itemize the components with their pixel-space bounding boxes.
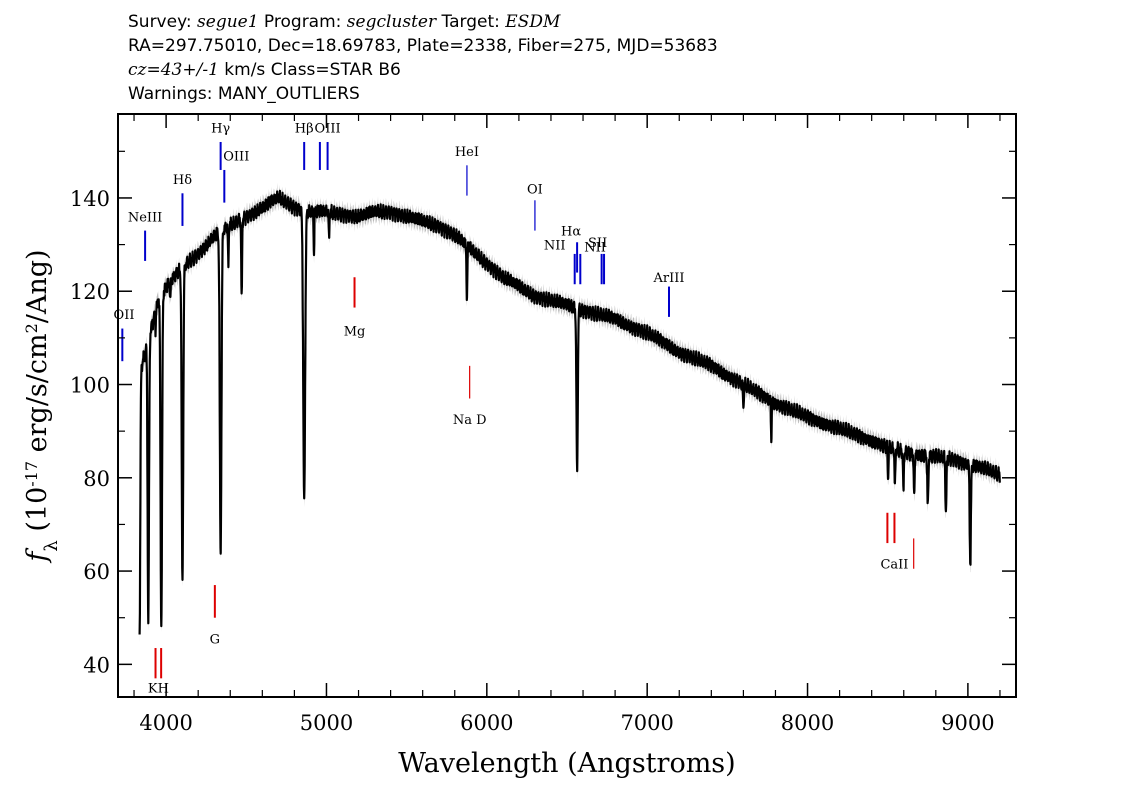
- y-title-sq: 2: [22, 323, 41, 333]
- emission-label-2: Hδ: [173, 173, 192, 188]
- emission-label-8: HeI: [455, 145, 479, 160]
- emission-label-3: Hγ: [211, 122, 230, 137]
- absorption-label-5: Mg: [344, 325, 366, 340]
- redshift-value: cz=43+/-1: [128, 60, 219, 80]
- y-title-end: /Ang): [22, 249, 53, 323]
- y-tick-label-80: 80: [83, 467, 110, 491]
- absorption-label-8: CaII: [880, 558, 908, 573]
- x-tick-label-8000: 8000: [781, 711, 834, 735]
- y-tick-label-120: 120: [70, 280, 110, 304]
- header-line-redshift: cz=43+/-1 km/s Class=STAR B6: [128, 58, 718, 82]
- plot-frame: [117, 113, 1017, 698]
- y-title-sub: λ: [41, 540, 62, 551]
- target-value: ESDM: [505, 12, 561, 32]
- emission-label-4: OIII: [223, 150, 249, 165]
- class-text: km/s Class=STAR B6: [218, 60, 401, 80]
- x-tick-label-4000: 4000: [139, 711, 192, 735]
- y-tick-label-100: 100: [70, 374, 110, 398]
- spectrum-line: [138, 189, 1001, 635]
- y-tick-label-40: 40: [83, 653, 110, 677]
- emission-label-0: OII: [114, 308, 135, 323]
- emission-label-16: ArIII: [652, 271, 684, 286]
- y-axis-title: fλ (10-17 erg/s/cm2/Ang): [22, 249, 62, 563]
- header-line-survey: Survey: segue1 Program: segcluster Targe…: [128, 10, 718, 34]
- spectrum-header: Survey: segue1 Program: segcluster Targe…: [128, 10, 718, 106]
- y-title-units: erg/s/cm: [22, 333, 53, 461]
- emission-label-15: NII: [584, 241, 606, 256]
- y-title-exp: -17: [22, 461, 41, 487]
- x-tick-label-5000: 5000: [300, 711, 353, 735]
- emission-label-1: NeIII: [128, 210, 162, 225]
- y-title-part: (10: [22, 487, 53, 540]
- emission-label-5: Hβ: [295, 122, 314, 137]
- program-value: segcluster: [346, 12, 437, 32]
- y-tick-label-60: 60: [83, 560, 110, 584]
- x-tick-label-9000: 9000: [941, 711, 994, 735]
- absorption-label-6: Na D: [453, 413, 487, 428]
- y-title-f: f: [22, 548, 53, 564]
- emission-label-10: NII: [544, 238, 566, 253]
- program-label: Program:: [258, 12, 347, 32]
- y-tick-label-140: 140: [70, 187, 110, 211]
- chart-axes: 4000 5000 6000 7000 8000 9000 40 60 80 100 120 140: [70, 114, 1016, 735]
- absorption-label-4: G: [210, 632, 220, 647]
- absorption-line-markers: KH G Mg Na D CaII: [148, 277, 915, 696]
- header-line-coords: RA=297.75010, Dec=18.69783, Plate=2338, …: [128, 36, 718, 56]
- survey-value: segue1: [197, 12, 259, 32]
- absorption-label-2: KH: [148, 681, 169, 696]
- x-axis-title: Wavelength (Angstroms): [398, 748, 735, 779]
- survey-label: Survey:: [128, 12, 198, 32]
- error-band: [139, 182, 1000, 644]
- emission-label-9: OI: [527, 182, 543, 197]
- x-tick-label-6000: 6000: [460, 711, 513, 735]
- emission-label-7: OIII: [315, 122, 341, 137]
- emission-label-13: SII: [588, 236, 607, 251]
- target-label: Target:: [436, 12, 506, 32]
- emission-label-11: Hα: [561, 224, 581, 239]
- x-tick-label-7000: 7000: [620, 711, 673, 735]
- header-line-warnings: Warnings: MANY_OUTLIERS: [128, 84, 360, 104]
